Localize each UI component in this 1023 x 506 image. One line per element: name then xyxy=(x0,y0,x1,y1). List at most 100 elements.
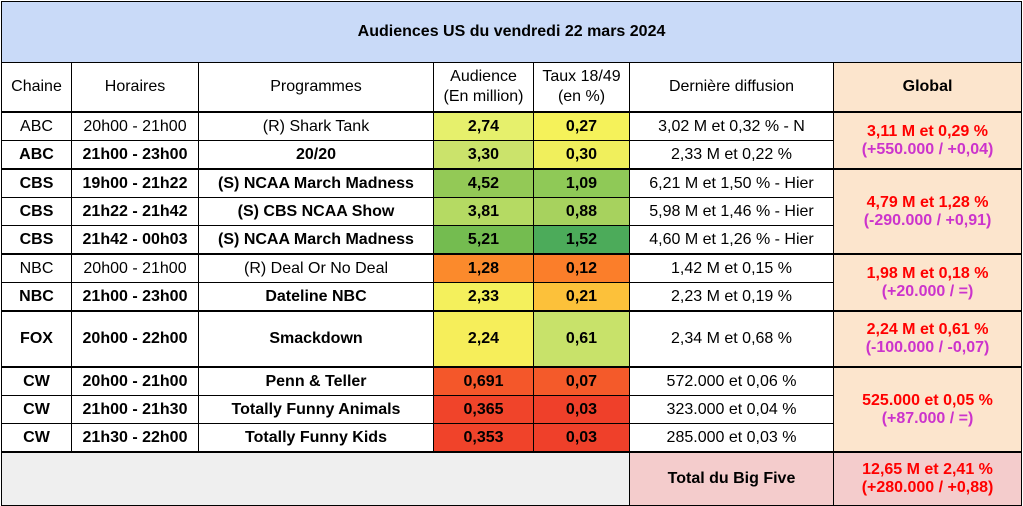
cell-audience: 0,365 xyxy=(433,395,534,424)
cell-horaires: 21h00 - 23h00 xyxy=(71,282,199,312)
header-audience: Audience (En million) xyxy=(433,62,534,113)
cell-global: 3,11 M et 0,29 % (+550.000 / +0,04) xyxy=(832,111,1023,170)
cell-horaires: 21h22 - 21h42 xyxy=(71,197,199,226)
cell-horaires: 20h00 - 21h00 xyxy=(71,111,199,141)
cell-programme: (S) CBS NCAA Show xyxy=(198,197,434,226)
cell-chaine: CBS xyxy=(1,168,72,198)
cell-chaine: CBS xyxy=(1,225,72,255)
cell-horaires: 21h30 - 22h00 xyxy=(71,423,199,453)
header-audience-line1: Audience xyxy=(450,68,517,85)
cell-derniere-diffusion: 323.000 et 0,04 % xyxy=(629,395,834,424)
table-row: NBC 21h00 - 23h00 Dateline NBC 2,33 0,21 2,23… xyxy=(1,282,1022,312)
table-row: FOX 20h00 - 22h00 Smackdown 2,24 0,61 2,34 M … xyxy=(1,310,1023,368)
cell-audience: 3,30 xyxy=(433,140,534,170)
cell-audience: 1,28 xyxy=(433,253,534,283)
total-value: 12,65 M et 2,41 % (+280.000 / +0,88) xyxy=(832,451,1023,506)
header-audience-line2: (En million) xyxy=(443,88,524,105)
header-taux: Taux 18/49 (en %) xyxy=(533,62,630,113)
cell-horaires: 20h00 - 21h00 xyxy=(71,253,199,283)
cell-programme: (R) Shark Tank xyxy=(198,111,434,141)
global-delta: (-100.000 / -0,07) xyxy=(865,339,990,356)
cell-programme: Totally Funny Animals xyxy=(198,395,434,424)
cell-derniere-diffusion: 572.000 et 0,06 % xyxy=(629,366,834,396)
cell-programme: (R) Deal Or No Deal xyxy=(198,253,434,283)
cell-derniere-diffusion: 6,21 M et 1,50 % - Hier xyxy=(629,168,834,198)
cell-global: 1,98 M et 0,18 % (+20.000 / =) xyxy=(832,253,1023,312)
cell-chaine: ABC xyxy=(1,140,72,170)
cell-derniere-diffusion: 4,60 M et 1,26 % - Hier xyxy=(629,225,834,255)
cell-chaine: FOX xyxy=(1,310,72,368)
cell-global: 525.000 et 0,05 % (+87.000 / =) xyxy=(832,366,1023,453)
total-label: Total du Big Five xyxy=(629,451,834,506)
global-main: 2,24 M et 0,61 % xyxy=(866,321,989,338)
cell-chaine: CBS xyxy=(1,197,72,226)
table-row: CW 21h30 - 22h00 Totally Funny Kids 0,353 0,… xyxy=(1,423,1022,453)
global-delta: (-290.000 / +0,91) xyxy=(863,211,992,229)
global-delta: (+20.000 / =) xyxy=(881,282,974,300)
cell-horaires: 20h00 - 22h00 xyxy=(71,310,199,368)
table-row: CW 20h00 - 21h00 Penn & Teller 0,691 0,07 572… xyxy=(1,366,1023,453)
cell-audience: 3,81 xyxy=(433,197,534,226)
cell-programme: Totally Funny Kids xyxy=(198,423,434,453)
cell-horaires: 20h00 - 21h00 xyxy=(71,366,199,396)
cell-chaine: ABC xyxy=(1,111,72,141)
total-main: 12,65 M et 2,41 % xyxy=(862,461,993,478)
table-row: ABC 21h00 - 23h00 20/20 3,30 0,30 2,33 M et 0… xyxy=(1,140,1022,170)
table-row: ABC 20h00 - 21h00 (R) Shark Tank 2,74 0,27 3,… xyxy=(1,111,1023,170)
cell-chaine: NBC xyxy=(1,253,72,283)
cell-horaires: 21h00 - 23h00 xyxy=(71,140,199,170)
global-delta: (+87.000 / =) xyxy=(881,409,974,427)
cell-programme: Dateline NBC xyxy=(198,282,434,312)
cell-taux: 0,07 xyxy=(533,366,630,396)
global-main: 525.000 et 0,05 % xyxy=(862,391,993,409)
header-taux-line2: (en %) xyxy=(557,88,606,105)
header-chaine: Chaine xyxy=(1,62,72,113)
cell-programme: Penn & Teller xyxy=(198,366,434,396)
table-row: CBS 21h22 - 21h42 (S) CBS NCAA Show 3,81 0,8… xyxy=(1,197,1022,226)
cell-audience: 5,21 xyxy=(433,225,534,255)
header-derniere-diffusion: Dernière diffusion xyxy=(629,62,834,113)
cell-programme: (S) NCAA March Madness xyxy=(198,168,434,198)
cell-derniere-diffusion: 2,23 M et 0,19 % xyxy=(629,282,834,312)
cell-taux: 0,61 xyxy=(533,310,630,368)
cell-programme: Smackdown xyxy=(198,310,434,368)
header-global: Global xyxy=(832,62,1023,113)
cell-taux: 1,52 xyxy=(533,225,630,255)
cell-taux: 0,21 xyxy=(533,282,630,312)
cell-audience: 4,52 xyxy=(433,168,534,198)
cell-chaine: NBC xyxy=(1,282,72,312)
cell-audience: 2,74 xyxy=(433,111,534,141)
cell-programme: (S) NCAA March Madness xyxy=(198,225,434,255)
cell-taux: 0,03 xyxy=(533,423,630,453)
cell-taux: 1,09 xyxy=(533,168,630,198)
header-taux-line1: Taux 18/49 xyxy=(542,68,621,85)
cell-derniere-diffusion: 2,34 M et 0,68 % xyxy=(629,310,834,368)
global-main: 4,79 M et 1,28 % xyxy=(866,193,989,211)
total-row: Total du Big Five 12,65 M et 2,41 % (+280.… xyxy=(1,451,1023,506)
cell-derniere-diffusion: 3,02 M et 0,32 % - N xyxy=(629,111,834,141)
cell-chaine: CW xyxy=(1,423,72,453)
cell-derniere-diffusion: 2,33 M et 0,22 % xyxy=(629,140,834,170)
table-title: Audiences US du vendredi 22 mars 2024 xyxy=(0,1,1023,63)
cell-audience: 2,33 xyxy=(433,282,534,312)
cell-chaine: CW xyxy=(1,395,72,424)
cell-audience: 2,24 xyxy=(433,310,534,368)
cell-global: 2,24 M et 0,61 % (-100.000 / -0,07) xyxy=(832,310,1023,368)
cell-derniere-diffusion: 1,42 M et 0,15 % xyxy=(629,253,834,283)
cell-global: 4,79 M et 1,28 % (-290.000 / +0,91) xyxy=(832,168,1023,255)
cell-horaires: 19h00 - 21h22 xyxy=(71,168,199,198)
table-row: CBS 21h42 - 00h03 (S) NCAA March Madness 5,… xyxy=(1,225,1022,255)
cell-audience: 0,691 xyxy=(433,366,534,396)
header-programmes: Programmes xyxy=(198,62,434,113)
cell-taux: 0,03 xyxy=(533,395,630,424)
empty-footer-cell xyxy=(1,451,630,506)
cell-derniere-diffusion: 5,98 M et 1,46 % - Hier xyxy=(629,197,834,226)
cell-taux: 0,12 xyxy=(533,253,630,283)
cell-horaires: 21h00 - 21h30 xyxy=(71,395,199,424)
cell-taux: 0,88 xyxy=(533,197,630,226)
header-row: Chaine Horaires Programmes Audience (En … xyxy=(1,62,1023,113)
table-row: NBC 20h00 - 21h00 (R) Deal Or No Deal 1,28 0… xyxy=(1,253,1023,312)
table-row: CW 21h00 - 21h30 Totally Funny Animals 0,36… xyxy=(1,395,1022,424)
cell-audience: 0,353 xyxy=(433,423,534,453)
